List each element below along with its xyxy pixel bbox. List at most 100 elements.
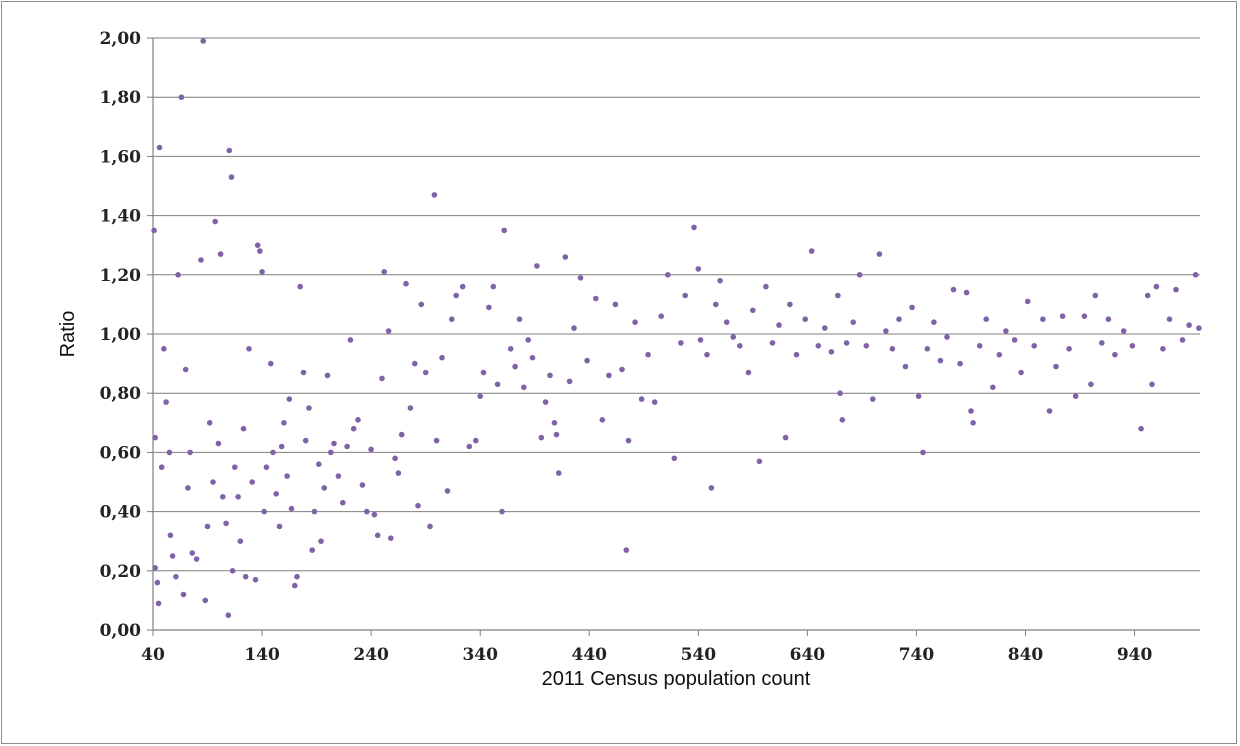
data-point — [154, 579, 161, 586]
data-point — [499, 508, 505, 515]
data-point — [300, 369, 307, 376]
data-point — [745, 369, 752, 376]
data-point — [1040, 316, 1046, 323]
data-point — [385, 328, 392, 334]
x-axis-title: 2011 Census population count — [542, 668, 811, 690]
data-point — [232, 464, 238, 471]
data-point — [968, 408, 974, 414]
data-point — [252, 576, 259, 583]
y-tick-label: 0,20 — [100, 562, 142, 582]
data-point — [276, 523, 283, 530]
data-point — [839, 417, 846, 423]
data-point — [415, 502, 421, 509]
data-point — [321, 485, 328, 491]
data-point — [328, 449, 334, 456]
data-point — [571, 325, 577, 331]
data-point — [350, 425, 357, 432]
x-tick-label: 940 — [1117, 645, 1153, 665]
data-point — [254, 242, 261, 248]
data-point — [374, 532, 381, 539]
data-point — [158, 464, 165, 471]
data-point — [225, 612, 232, 618]
data-point — [776, 322, 782, 328]
data-point — [534, 263, 540, 269]
data-point — [311, 508, 318, 515]
data-point — [433, 437, 440, 444]
data-point — [226, 147, 233, 154]
data-point — [202, 597, 209, 604]
data-point — [562, 254, 569, 260]
data-point — [682, 292, 688, 299]
x-tick-label: 140 — [244, 645, 280, 665]
data-point — [970, 420, 976, 426]
data-point — [166, 449, 173, 456]
data-point — [507, 346, 514, 352]
tick-labels: 0,00 0,20 0,40 0,60 0,80 1,00 1,20 1,40 1,60 1,80… — [100, 29, 1153, 665]
data-point — [920, 449, 926, 456]
data-point — [418, 301, 425, 308]
data-point — [1018, 369, 1024, 376]
x-tick-label: 40 — [141, 645, 165, 665]
data-point — [453, 292, 460, 299]
data-point — [198, 257, 204, 263]
data-point — [439, 354, 445, 361]
data-point — [235, 494, 241, 500]
data-point — [1129, 343, 1136, 349]
data-point — [963, 289, 970, 296]
data-point — [551, 420, 558, 426]
data-point — [185, 485, 191, 491]
data-point — [175, 272, 181, 278]
data-point — [1092, 292, 1099, 299]
data-point — [466, 443, 473, 450]
data-point — [178, 94, 185, 100]
data-point — [156, 144, 163, 151]
data-point — [182, 366, 189, 373]
data-point — [344, 443, 350, 450]
y-tick-label: 0,00 — [100, 621, 142, 641]
data-point — [1166, 316, 1173, 323]
data-point — [717, 277, 723, 284]
data-point — [787, 301, 793, 308]
data-point — [525, 337, 531, 343]
data-point — [1173, 286, 1179, 293]
data-point — [593, 295, 599, 302]
data-point — [1186, 322, 1192, 328]
data-point — [909, 304, 915, 311]
data-point — [449, 316, 455, 323]
data-point — [206, 420, 213, 426]
data-point — [155, 600, 162, 607]
data-point — [1149, 381, 1155, 388]
data-point — [1179, 337, 1186, 343]
data-point — [521, 384, 527, 391]
data-point — [459, 283, 466, 290]
data-point — [1120, 328, 1127, 334]
data-point — [204, 523, 211, 530]
data-point — [983, 316, 989, 323]
data-point — [249, 479, 255, 485]
data-point — [1105, 316, 1112, 323]
data-point — [422, 369, 429, 376]
data-point — [215, 440, 222, 447]
data-point — [553, 431, 560, 438]
data-point — [278, 443, 285, 450]
data-point — [237, 538, 244, 544]
data-point — [169, 553, 176, 559]
data-point — [217, 251, 224, 257]
y-tick-label: 0,40 — [100, 503, 142, 523]
data-point — [802, 316, 808, 323]
data-point — [529, 354, 536, 361]
data-point — [477, 393, 484, 400]
y-tick-label: 1,80 — [100, 88, 142, 108]
data-point — [318, 538, 324, 544]
data-point — [200, 38, 206, 44]
data-point — [1081, 313, 1088, 320]
data-point — [542, 399, 549, 405]
data-point — [364, 508, 370, 515]
data-point — [242, 573, 249, 580]
data-point — [152, 565, 158, 571]
data-point — [566, 378, 573, 385]
data-point — [924, 346, 931, 352]
x-tick-label: 640 — [790, 645, 826, 665]
data-point — [294, 573, 300, 580]
data-point — [1066, 346, 1072, 352]
